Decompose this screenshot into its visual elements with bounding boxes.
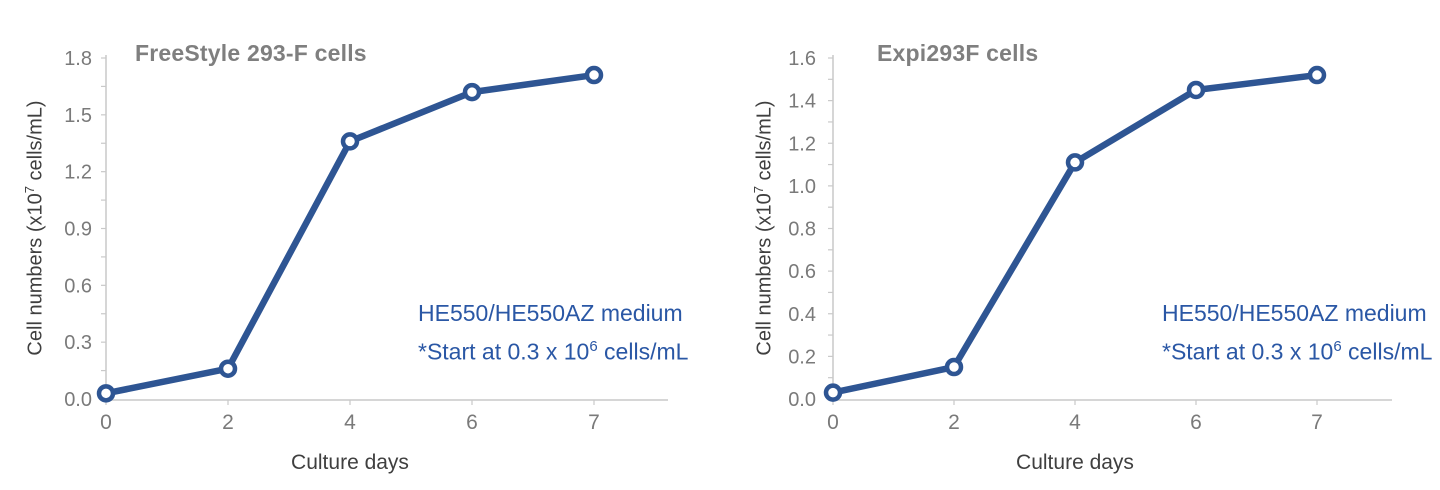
medium-annotation-line1: HE550/HE550AZ medium xyxy=(418,300,683,326)
data-point-marker xyxy=(340,132,360,151)
x-tick-label: 7 xyxy=(1311,411,1323,434)
medium-annotation: HE550/HE550AZ medium *Start at 0.3 x 106… xyxy=(418,297,688,369)
chart-title: Expi293F cells xyxy=(877,40,1039,66)
data-point-marker xyxy=(462,82,482,102)
start-density-annotation: *Start at 0.3 x 106 cells/mL xyxy=(1162,330,1432,369)
y-axis-title-suffix: cells/mL) xyxy=(753,100,776,187)
start-density-suffix: cells/mL xyxy=(597,338,689,365)
y-tick-label: 0.0 xyxy=(788,389,816,411)
y-axis-title-suffix: cells/mL) xyxy=(24,100,47,187)
start-density-text: *Start at 0.3 x 10 xyxy=(418,338,590,365)
y-tick-label: 0.6 xyxy=(788,261,816,283)
y-tick-label: 0.8 xyxy=(788,219,816,241)
data-point-marker xyxy=(944,357,964,377)
x-tick-label: 0 xyxy=(827,411,839,434)
y-tick-label: 0.3 xyxy=(64,332,92,354)
x-tick-label: 0 xyxy=(100,411,112,434)
chart-freestyle-293f: 0.0 0.3 0.6 0.9 1.2 1.5 1.8 0 2 4 6 7 FreeStyle 293… xyxy=(22,18,688,474)
y-axis-title: Cell numbers (x107 cells/mL) xyxy=(751,18,779,438)
y-tick-label: 0.9 xyxy=(64,219,92,241)
start-density-superscript: 6 xyxy=(1333,338,1342,355)
chart-expi293f: 0.0 0.2 0.4 0.6 0.8 1.0 1.2 1.4 1.6 0 2 4 6 7 Expi293… xyxy=(720,0,1440,490)
data-point-marker xyxy=(218,359,238,378)
start-density-text: *Start at 0.3 x 10 xyxy=(1162,338,1334,365)
x-tick-label: 4 xyxy=(1069,411,1081,434)
chart-title: FreeStyle 293-F cells xyxy=(135,40,367,66)
x-tick-label: 4 xyxy=(344,411,356,434)
y-tick-label: 1.0 xyxy=(788,176,816,198)
x-tick-label: 7 xyxy=(588,411,600,434)
y-tick-label: 1.4 xyxy=(788,91,816,113)
data-point-marker xyxy=(96,384,116,403)
start-density-suffix: cells/mL xyxy=(1341,338,1433,365)
x-tick-label: 2 xyxy=(222,411,234,434)
x-tick-label: 6 xyxy=(466,411,478,434)
y-tick-label: 1.5 xyxy=(64,105,92,127)
y-tick-label: 0.6 xyxy=(64,275,92,297)
start-density-annotation: *Start at 0.3 x 106 cells/mL xyxy=(418,330,688,369)
y-axis-title-superscript: 7 xyxy=(751,186,766,194)
data-point-marker xyxy=(1307,65,1327,85)
medium-annotation-line1: HE550/HE550AZ medium xyxy=(1162,300,1427,326)
y-axis-title-text: Cell numbers (x10 xyxy=(753,193,776,356)
y-axis-title: Cell numbers (x107 cells/mL) xyxy=(22,18,50,438)
x-axis-title: Culture days xyxy=(1016,451,1134,474)
chart-plot-area: 0.0 0.3 0.6 0.9 1.2 1.5 1.8 0 2 4 6 7 xyxy=(64,48,668,434)
y-tick-label: 0.0 xyxy=(64,389,92,411)
y-tick-label: 1.6 xyxy=(788,48,816,70)
data-point-marker xyxy=(823,383,843,402)
data-point-marker xyxy=(1186,80,1206,100)
y-tick-label: 0.2 xyxy=(788,346,816,368)
chart-plot-area: 0.0 0.2 0.4 0.6 0.8 1.0 1.2 1.4 1.6 0 2 4 6 7 xyxy=(788,48,1392,434)
y-tick-label: 1.2 xyxy=(788,133,816,155)
x-tick-label: 6 xyxy=(1190,411,1202,434)
data-point-marker xyxy=(1065,153,1085,172)
x-axis-title: Culture days xyxy=(291,451,409,474)
y-axis-title-superscript: 7 xyxy=(22,186,37,194)
x-tick-label: 2 xyxy=(948,411,960,434)
data-point-marker xyxy=(584,65,604,85)
y-tick-label: 0.4 xyxy=(788,304,816,326)
medium-annotation: HE550/HE550AZ medium *Start at 0.3 x 106… xyxy=(1162,297,1432,369)
start-density-superscript: 6 xyxy=(589,338,598,355)
y-tick-label: 1.8 xyxy=(64,48,92,70)
y-axis-title-text: Cell numbers (x10 xyxy=(24,193,47,356)
y-tick-label: 1.2 xyxy=(64,162,92,184)
